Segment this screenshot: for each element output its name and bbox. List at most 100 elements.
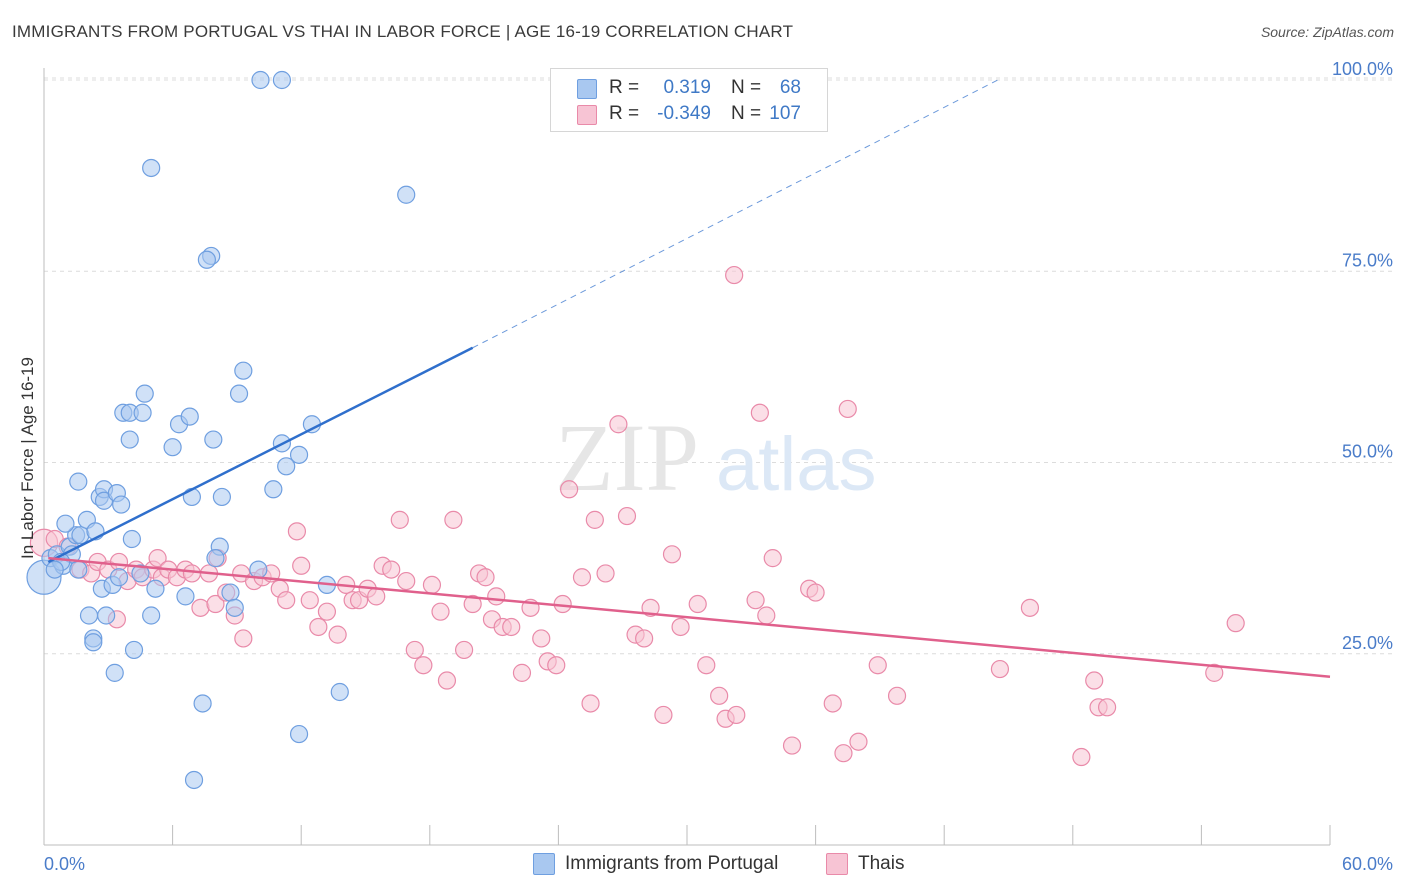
point-portugal xyxy=(184,770,204,790)
point-portugal xyxy=(124,640,144,660)
point-thai xyxy=(585,510,604,529)
point-thai xyxy=(697,656,716,675)
point-portugal xyxy=(249,560,268,579)
point-thai xyxy=(431,602,450,621)
point-portugal xyxy=(397,185,416,204)
point-portugal xyxy=(56,514,75,533)
tick-labels: 25.0% 50.0% 75.0% 100.0% 0.0% 60.0% xyxy=(44,59,1393,874)
point-portugal xyxy=(142,158,161,178)
series-immigrants-from-portugal xyxy=(26,70,416,790)
trend-line-portugal xyxy=(47,346,474,564)
n-value-portugal: 68 xyxy=(779,77,801,98)
point-portugal xyxy=(221,583,240,602)
r-value-portugal: 0.319 xyxy=(663,77,711,98)
point-thai xyxy=(191,598,210,617)
point-portugal xyxy=(180,407,199,426)
point-portugal xyxy=(122,529,141,549)
legend-row-portugal: R = 0.319 N = 68 xyxy=(551,75,827,103)
y-tick-label: 100.0% xyxy=(1332,59,1393,79)
legend-swatch-thais xyxy=(826,853,848,875)
point-portugal xyxy=(204,430,223,449)
point-thai xyxy=(1085,671,1104,690)
legend-swatch-portugal xyxy=(577,79,597,99)
point-portugal xyxy=(109,568,129,587)
point-thai xyxy=(806,583,825,602)
point-thai xyxy=(206,594,225,614)
point-portugal xyxy=(229,384,249,403)
point-thai xyxy=(1072,747,1091,767)
point-portugal xyxy=(272,70,292,90)
point-portugal xyxy=(84,633,103,652)
point-portugal xyxy=(45,560,64,579)
point-portugal xyxy=(69,472,88,491)
point-thai xyxy=(317,602,337,621)
point-thai xyxy=(390,510,409,529)
point-portugal xyxy=(182,487,201,507)
source-credit: Source: ZipAtlas.com xyxy=(1260,24,1394,40)
point-thai xyxy=(688,594,707,614)
point-thai xyxy=(405,640,424,660)
point-thai xyxy=(397,571,416,591)
point-thai xyxy=(990,659,1010,679)
correlation-legend: R = 0.319 N = 68 R = -0.349 N = 107 xyxy=(550,68,828,132)
point-portugal xyxy=(97,606,116,625)
point-thai xyxy=(635,629,654,648)
point-portugal xyxy=(251,70,270,90)
n-value-thais: 107 xyxy=(769,103,801,124)
point-thai xyxy=(727,705,746,725)
legend-swatch-thais xyxy=(577,105,597,125)
point-thai xyxy=(782,736,802,755)
point-portugal xyxy=(120,430,139,449)
point-thai xyxy=(868,656,887,675)
point-thai xyxy=(532,629,551,648)
point-portugal xyxy=(197,250,216,269)
point-thai xyxy=(182,564,201,583)
point-thai xyxy=(444,510,463,529)
point-portugal xyxy=(131,564,150,583)
point-portugal xyxy=(112,495,131,514)
point-thai xyxy=(560,480,579,499)
point-portugal xyxy=(277,457,296,476)
point-thai xyxy=(838,399,857,419)
series-legend: Immigrants from Portugal Thais xyxy=(0,852,1406,878)
point-portugal xyxy=(163,438,182,457)
point-portugal xyxy=(105,663,124,682)
y-axis-label: In Labor Force | Age 16-19 xyxy=(18,357,37,559)
point-thai xyxy=(234,629,253,648)
legend-label-thais: Thais xyxy=(858,853,905,874)
point-thai xyxy=(662,545,682,564)
point-thai xyxy=(849,732,868,751)
point-thai xyxy=(725,265,744,285)
trend-lines xyxy=(47,79,1331,678)
point-thai xyxy=(834,744,853,763)
point-portugal xyxy=(330,682,349,702)
point-thai xyxy=(581,694,600,713)
point-portugal xyxy=(264,480,283,499)
point-thai xyxy=(422,575,442,595)
point-portugal xyxy=(193,694,212,713)
point-portugal xyxy=(289,445,309,464)
point-portugal xyxy=(212,487,231,507)
watermark-atlas: atlas xyxy=(716,422,877,507)
watermark-zip: ZIP xyxy=(555,404,699,511)
point-thai xyxy=(547,656,566,675)
point-portugal xyxy=(133,403,152,422)
trend-line-thais xyxy=(48,556,1331,678)
point-portugal xyxy=(142,606,161,625)
point-thai xyxy=(617,506,637,526)
point-thai xyxy=(454,640,474,660)
point-thai xyxy=(437,671,457,690)
point-thai xyxy=(746,591,765,610)
r-label: R = xyxy=(609,103,640,124)
point-thai xyxy=(328,625,347,644)
n-label: N = xyxy=(731,77,762,98)
point-thai xyxy=(763,549,782,568)
point-thai xyxy=(1097,698,1117,717)
point-thai xyxy=(109,552,129,572)
point-portugal xyxy=(289,724,309,744)
legend-row-thais: R = -0.349 N = 107 xyxy=(551,101,827,129)
r-label: R = xyxy=(609,77,640,98)
point-thai xyxy=(502,617,521,637)
point-portugal xyxy=(69,560,88,579)
